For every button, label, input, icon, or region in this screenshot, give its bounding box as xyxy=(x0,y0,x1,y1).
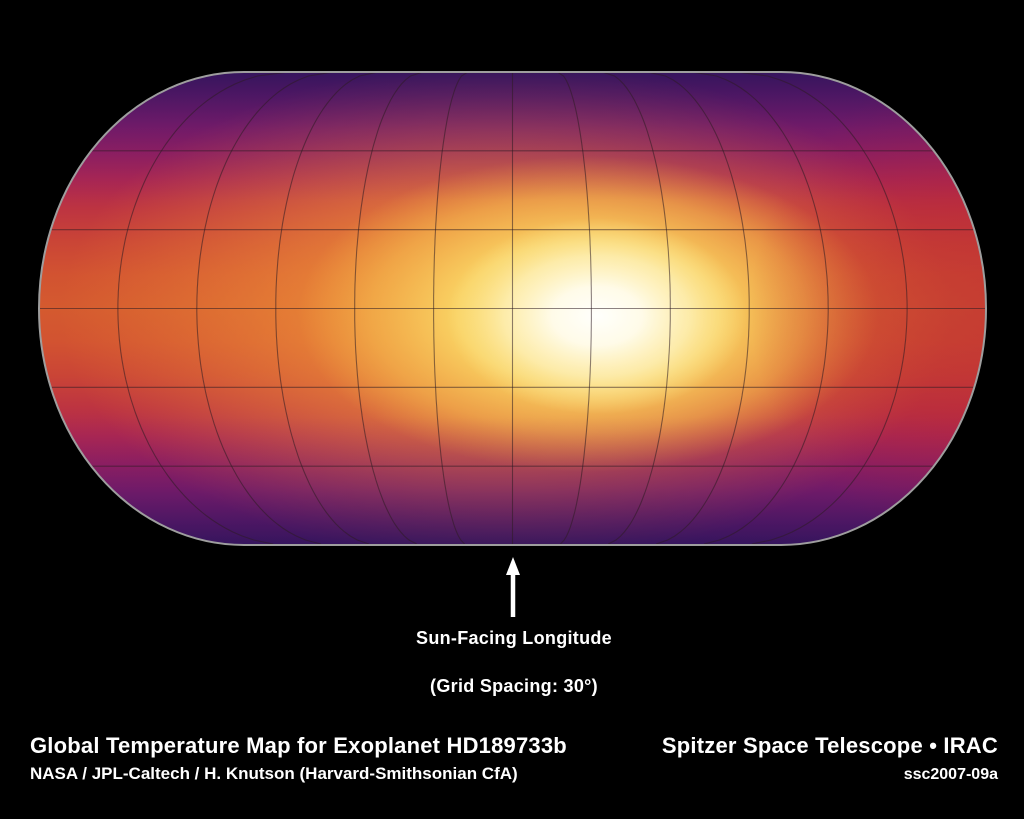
meridian-line xyxy=(196,72,334,545)
meridian-line xyxy=(691,72,829,545)
meridian-line xyxy=(646,72,750,545)
arrow-head-icon xyxy=(506,557,520,575)
map-outline xyxy=(37,71,988,546)
meridian-line xyxy=(117,72,289,545)
graticule-grid xyxy=(39,72,986,545)
meridian-line xyxy=(557,72,592,545)
sun-facing-arrow xyxy=(506,557,520,617)
mission-label: Spitzer Space Telescope • IRAC xyxy=(661,733,998,758)
credit-line: NASA / JPL-Caltech / H. Knutson (Harvard… xyxy=(30,764,518,783)
meridian-line xyxy=(601,72,671,545)
sun-facing-longitude-label: Sun-Facing Longitude xyxy=(416,628,612,648)
release-id-label: ssc2007-09a xyxy=(903,766,998,783)
grid-spacing-label: (Grid Spacing: 30°) xyxy=(430,676,598,696)
meridian-line xyxy=(354,72,424,545)
meridian-line xyxy=(736,72,908,545)
meridian-line xyxy=(433,72,469,545)
meridian-line xyxy=(275,72,379,545)
figure-title: Global Temperature Map for Exoplanet HD1… xyxy=(30,733,567,758)
